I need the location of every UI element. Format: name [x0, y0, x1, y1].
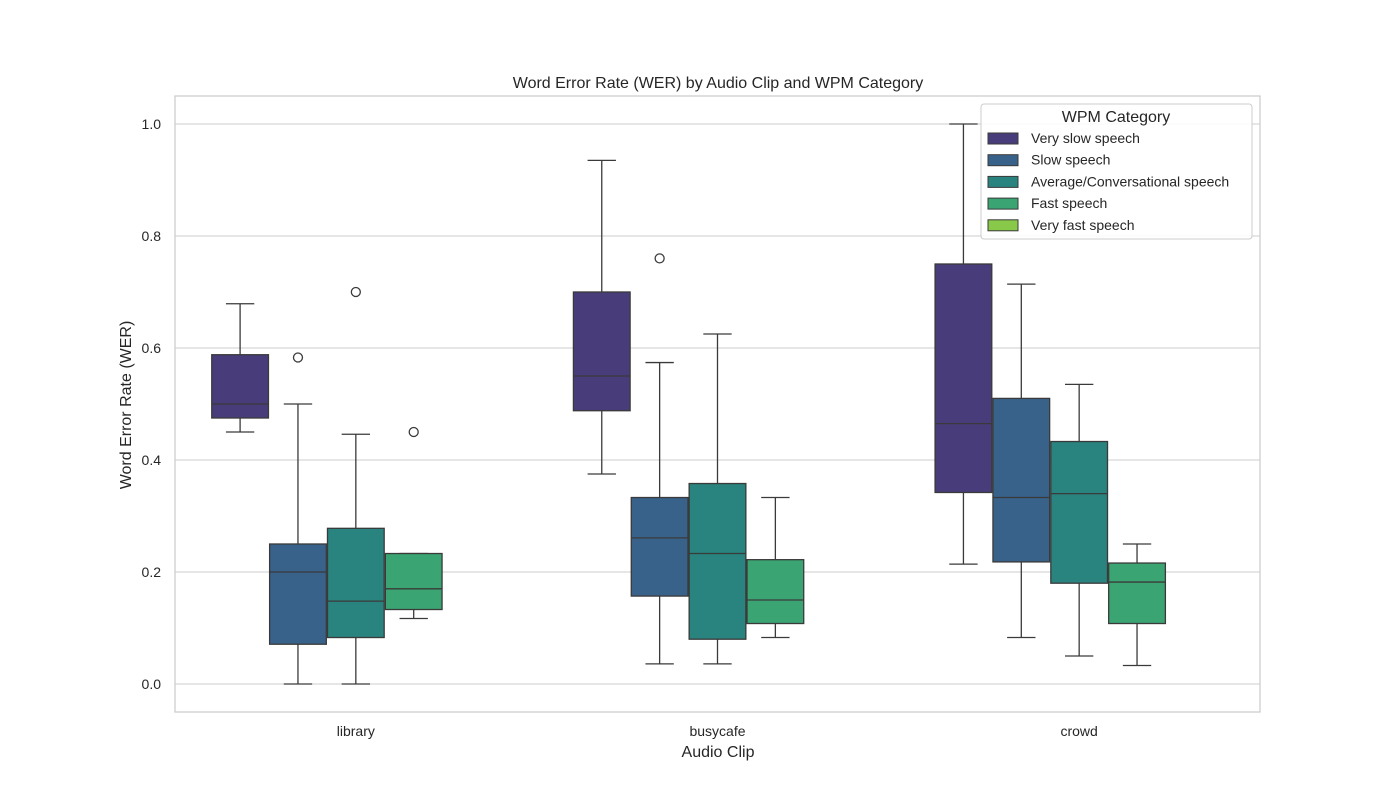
legend-label-3: Fast speech — [1031, 195, 1107, 211]
box-busycafe-3 — [746, 496, 805, 639]
outlier-point-0 — [350, 286, 361, 298]
x-tick-label-busycafe: busycafe — [689, 723, 745, 739]
y-tick-label-3: 0.6 — [142, 340, 162, 356]
legend-label-2: Average/Conversational speech — [1031, 173, 1229, 189]
box-crowd-2 — [1050, 383, 1109, 657]
box-body — [1108, 562, 1167, 625]
x-tick-label-library: library — [337, 723, 375, 739]
box-body — [934, 263, 993, 494]
legend-swatch-2 — [987, 175, 1019, 188]
plot-frame — [174, 95, 1261, 713]
box-body — [211, 354, 270, 419]
legend-label-4: Very fast speech — [1031, 217, 1135, 233]
box-body — [384, 552, 443, 611]
x-axis-title: Audio Clip — [682, 744, 755, 761]
box-body — [746, 559, 805, 625]
y-tick-label-1: 0.2 — [142, 564, 162, 580]
x-tick-label-crowd: crowd — [1060, 723, 1097, 739]
box-library-3 — [384, 426, 443, 620]
y-axis-title: Word Error Rate (WER) — [118, 321, 135, 490]
box-body — [268, 543, 327, 645]
legend-swatch-0 — [987, 132, 1019, 145]
y-tick-label-2: 0.4 — [142, 452, 162, 468]
legend-title: WPM Category — [1062, 109, 1170, 126]
box-busycafe-1 — [630, 253, 689, 665]
legend: WPM Category Very slow speech Slow speech… — [980, 103, 1253, 240]
legend-swatch-3 — [987, 197, 1019, 210]
legend-frame — [980, 103, 1253, 240]
box-body — [326, 527, 385, 639]
y-tick-label-4: 0.8 — [142, 228, 162, 244]
box-library-0 — [211, 303, 270, 433]
outlier-point-0 — [292, 352, 304, 363]
box-plots — [211, 123, 1167, 685]
x-tick-labels: library busycafe crowd — [337, 723, 1098, 739]
box-crowd-0 — [934, 123, 993, 565]
box-busycafe-2 — [688, 333, 747, 665]
box-library-1 — [268, 352, 327, 685]
box-body — [992, 397, 1051, 563]
box-body — [630, 496, 689, 597]
y-tick-label-5: 1.0 — [142, 116, 162, 132]
legend-swatch-4 — [987, 219, 1019, 232]
box-body — [572, 291, 631, 412]
box-busycafe-0 — [572, 159, 631, 475]
legend-label-0: Very slow speech — [1031, 130, 1140, 146]
box-body — [1050, 440, 1109, 584]
chart-title: Word Error Rate (WER) by Audio Clip and … — [513, 75, 924, 92]
y-tick-labels: 0.0 0.2 0.4 0.6 0.8 1.0 — [142, 116, 162, 692]
box-crowd-1 — [992, 283, 1051, 639]
box-body — [688, 482, 747, 640]
outlier-point-0 — [408, 426, 419, 438]
y-tick-label-0: 0.0 — [142, 676, 162, 692]
outlier-point-0 — [654, 253, 665, 264]
box-library-2 — [326, 286, 385, 685]
legend-label-1: Slow speech — [1031, 152, 1110, 168]
box-crowd-3 — [1108, 543, 1167, 667]
legend-swatch-1 — [987, 154, 1019, 167]
